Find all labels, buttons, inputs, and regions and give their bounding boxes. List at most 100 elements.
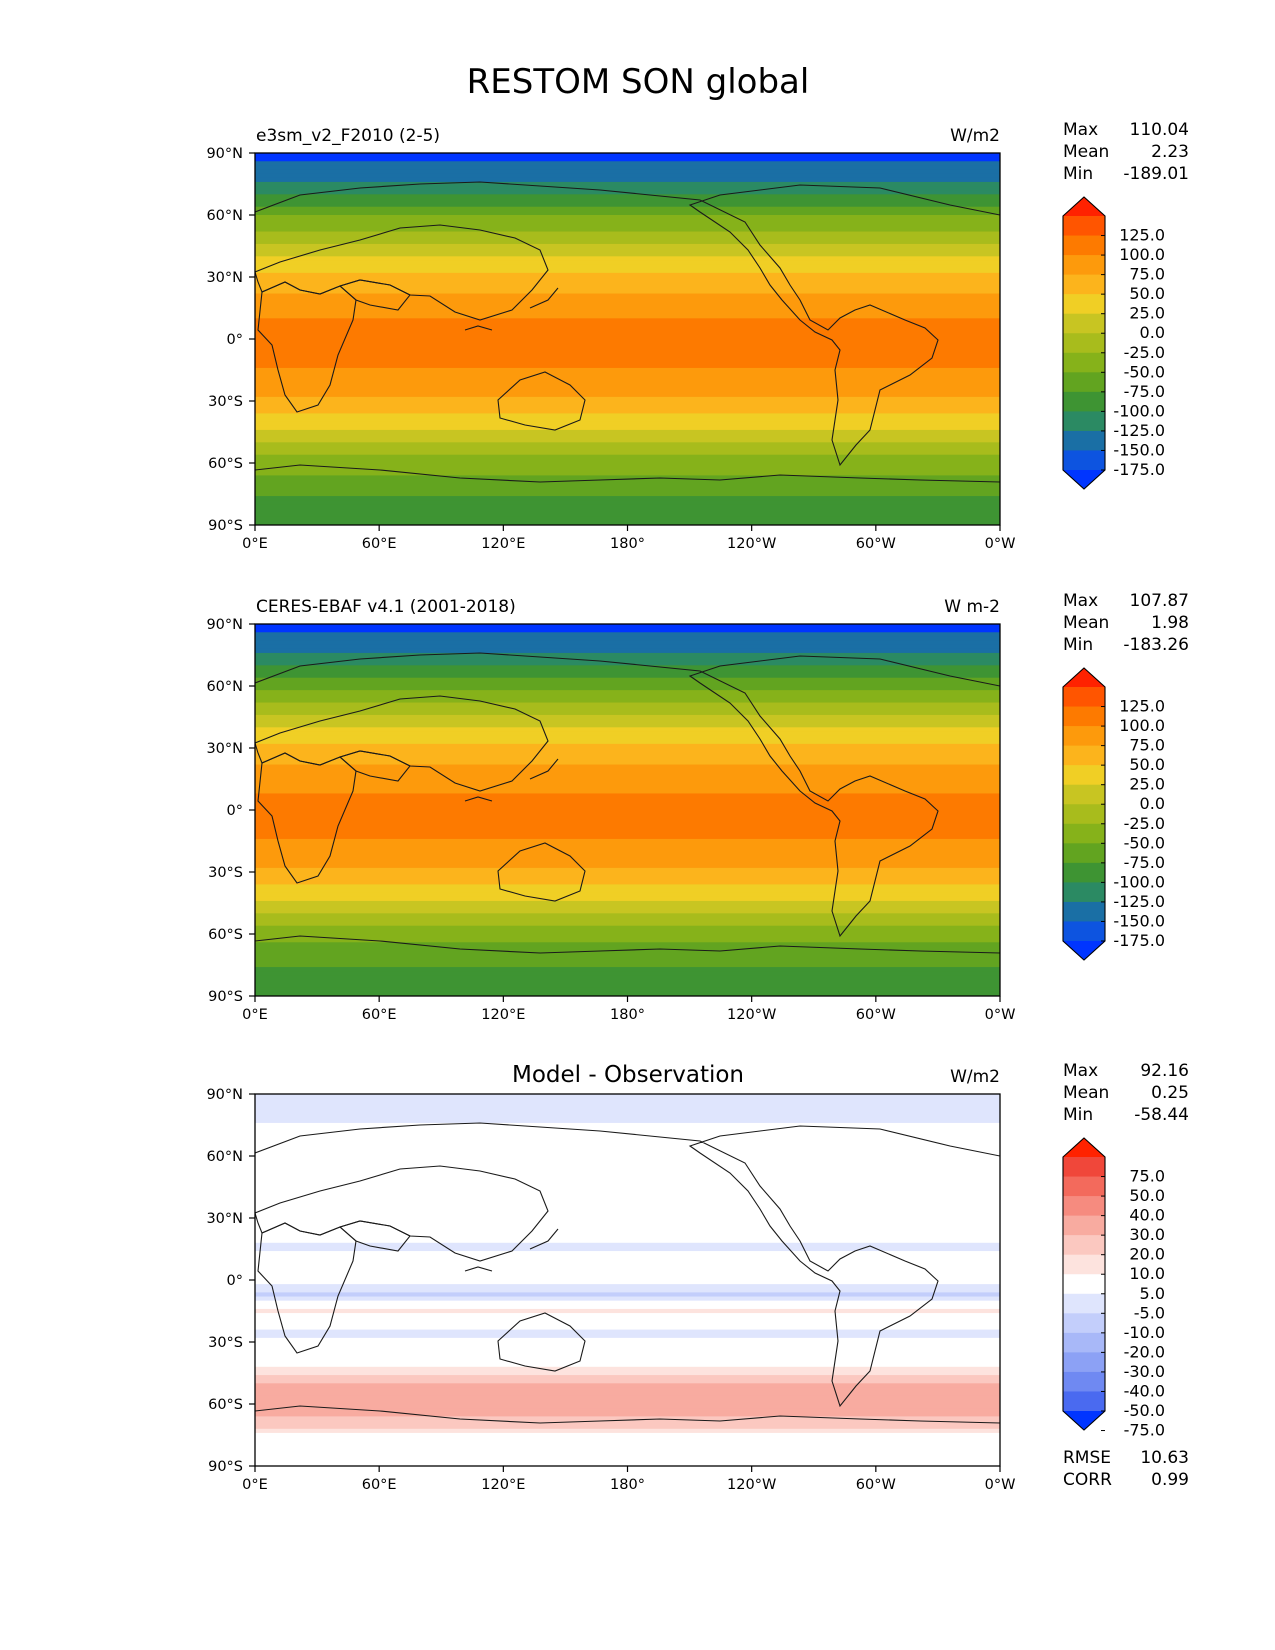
field-band [255, 1304, 1000, 1310]
colorbar-tick-label: -50.0 [1124, 833, 1165, 852]
panel-obs-x-axis: 0°E 60°E 120°E 180° 120°W 60°W 0°W [242, 996, 1015, 1023]
field-band [255, 1102, 1000, 1107]
panel-obs-title: CERES-EBAF v4.1 (2001-2018) [256, 597, 516, 617]
field-band [255, 648, 1000, 654]
field-band [255, 624, 1000, 629]
colorbar-swatch [1063, 1157, 1105, 1178]
field-band [255, 938, 1000, 943]
coastlines [255, 1122, 1000, 1424]
x-tick-label: 180° [610, 1477, 645, 1493]
field-band [255, 421, 1000, 427]
field-band [255, 239, 1000, 245]
field-band [255, 991, 1000, 996]
field-band [255, 351, 1000, 357]
colorbar-tick-label: -150.0 [1113, 440, 1165, 459]
x-tick-label: 60°E [362, 1477, 397, 1493]
field-band [255, 1234, 1000, 1240]
field-band [255, 929, 1000, 935]
x-tick-label: 120°W [727, 1007, 776, 1023]
field-band [255, 1387, 1000, 1393]
field-band [255, 1317, 1000, 1322]
field-band [255, 1164, 1000, 1169]
field-band [255, 702, 1000, 708]
y-tick-label: 30°N [206, 270, 243, 286]
field-band [255, 194, 1000, 200]
colorbar-tick-label: -100.0 [1113, 872, 1165, 891]
panel-obs-y-axis: 90°N 60°N 30°N 0° 30°S 60°S 90°S [206, 617, 255, 1005]
colorbar-tick-label: 5.0 [1140, 1284, 1165, 1303]
field-band [255, 743, 1000, 749]
stat-max-label: Max [1063, 120, 1098, 140]
panel-model-stats: Max 110.04 Mean 2.23 Min -189.01 [1063, 120, 1189, 184]
stat-mean-value: 2.23 [1151, 142, 1189, 162]
field-band [255, 1259, 1000, 1265]
field-band [255, 463, 1000, 468]
x-tick-label: 0°E [242, 536, 268, 552]
field-band [255, 1354, 1000, 1360]
field-band [255, 855, 1000, 861]
x-tick-label: 120°W [727, 1477, 776, 1493]
panel-obs-map-field [255, 624, 1000, 996]
panel-model-map-field [255, 153, 1000, 525]
field-band [255, 318, 1000, 324]
colorbar-swatch [1063, 1391, 1105, 1412]
field-band [255, 1246, 1000, 1252]
colorbar-tick-label: 75.0 [1129, 1167, 1165, 1186]
field-band [255, 243, 1000, 249]
field-band [255, 396, 1000, 402]
field-band [255, 735, 1000, 741]
field-band [255, 652, 1000, 658]
colorbar-swatch [1063, 862, 1105, 883]
field-band [255, 363, 1000, 369]
field-band [255, 710, 1000, 716]
field-band [255, 673, 1000, 679]
stat-mean-label: Mean [1063, 1083, 1109, 1103]
colorbar-tick-label: -10.0 [1124, 1323, 1165, 1342]
field-band [255, 384, 1000, 390]
field-band [255, 1226, 1000, 1231]
x-tick-label: 120°E [481, 1477, 525, 1493]
field-band [255, 467, 1000, 472]
field-band [255, 491, 1000, 497]
field-band [255, 339, 1000, 344]
colorbar-swatch [1063, 882, 1105, 903]
field-band [255, 913, 1000, 919]
colorbar-tick-label: 40.0 [1129, 1206, 1165, 1225]
colorbar-swatch [1063, 804, 1105, 825]
field-band [255, 979, 1000, 985]
field-band [255, 392, 1000, 398]
field-band [255, 1350, 1000, 1355]
y-tick-label: 30°S [208, 394, 243, 410]
field-band [255, 776, 1000, 782]
colorbar-tick-label: -25.0 [1124, 343, 1165, 362]
y-tick-label: 60°S [208, 927, 243, 943]
x-tick-label: 60°E [362, 1007, 397, 1023]
field-band [255, 343, 1000, 348]
panel-obs-colorbar: 125.0100.075.050.025.00.0-25.0-50.0-75.0… [1062, 667, 1165, 961]
field-band [255, 376, 1000, 381]
field-band [255, 1251, 1000, 1256]
field-band [255, 1110, 1000, 1116]
panel-model-y-axis: 90°N 60°N 30°N 0° 30°S 60°S 90°S [206, 146, 255, 534]
field-band [255, 1151, 1000, 1157]
panel-model-units: W/m2 [950, 126, 1000, 146]
field-band [255, 1242, 1000, 1248]
field-band [255, 157, 1000, 162]
field-band [255, 905, 1000, 910]
y-tick-label: 60°S [208, 1397, 243, 1413]
field-band [255, 1370, 1000, 1376]
field-band [255, 971, 1000, 976]
field-band [255, 1168, 1000, 1174]
field-band [255, 867, 1000, 873]
field-band [255, 921, 1000, 927]
panel-diff: Model - Observation W/m2 0°E 60°E 120°E 180… [206, 1061, 1189, 1493]
field-band [255, 1391, 1000, 1397]
field-band [255, 1156, 1000, 1161]
field-band [255, 1106, 1000, 1112]
field-band [255, 1412, 1000, 1417]
field-band [255, 334, 1000, 340]
field-band [255, 268, 1000, 274]
colorbar-swatch [1063, 294, 1105, 315]
x-tick-label: 0°W [985, 536, 1016, 552]
